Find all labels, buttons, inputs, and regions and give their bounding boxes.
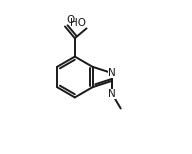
Text: N: N	[108, 89, 116, 99]
Text: N: N	[108, 68, 116, 78]
Text: O: O	[66, 15, 74, 25]
Text: HO: HO	[70, 18, 86, 28]
